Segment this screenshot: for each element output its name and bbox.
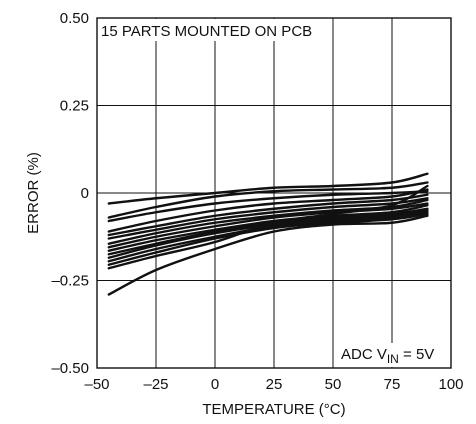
series-line-6 — [107, 197, 429, 240]
series-line-12 — [107, 211, 429, 263]
plot-frame — [96, 17, 452, 369]
y-tick-label: 0.50 — [60, 10, 89, 27]
y-axis-label: ERROR (%) — [25, 152, 42, 234]
series-line-13 — [107, 212, 429, 266]
y-tick-labels: 0.50 0.25 0 –0.25 –0.50 — [51, 10, 89, 377]
y-tick-label: 0.25 — [60, 98, 89, 115]
x-tick-label: –25 — [143, 376, 168, 393]
x-tick-label: 0 — [211, 376, 219, 393]
top-annotation-bg — [98, 19, 330, 41]
x-axis-label: TEMPERATURE (°C) — [202, 401, 345, 418]
top-annotation: 15 PARTS MOUNTED ON PCB — [101, 23, 312, 40]
y-tick-label: –0.25 — [51, 273, 89, 290]
x-tick-label: 100 — [438, 376, 463, 393]
series-line-7 — [107, 198, 429, 245]
series-line-3 — [107, 190, 429, 223]
series-line-4 — [107, 188, 429, 233]
x-tick-label: –50 — [84, 376, 109, 393]
x-tick-label: 75 — [384, 376, 401, 393]
series-line-11 — [107, 209, 429, 259]
series-line-15 — [107, 214, 429, 296]
bottom-annotation: ADC VIN = 5V — [341, 346, 434, 366]
y-tick-label: 0 — [81, 185, 89, 202]
series-line-1 — [107, 172, 429, 205]
x-tick-label: 50 — [325, 376, 342, 393]
x-tick-labels: –50 –25 0 25 50 75 100 — [84, 376, 463, 393]
y-tick-label: –0.50 — [51, 360, 89, 377]
series-line-8 — [107, 202, 429, 249]
series-line-9 — [107, 204, 429, 252]
annotation-suffix: = 5V — [399, 346, 434, 363]
series-line-14 — [107, 184, 429, 270]
bottom-annotation-bg — [336, 343, 450, 367]
annotation-prefix: ADC V — [341, 346, 387, 363]
series-line-5 — [107, 193, 429, 237]
x-tick-label: 25 — [266, 376, 283, 393]
series-layer — [107, 172, 429, 296]
series-line-2 — [107, 181, 429, 219]
annotation-subscript: IN — [387, 352, 399, 366]
